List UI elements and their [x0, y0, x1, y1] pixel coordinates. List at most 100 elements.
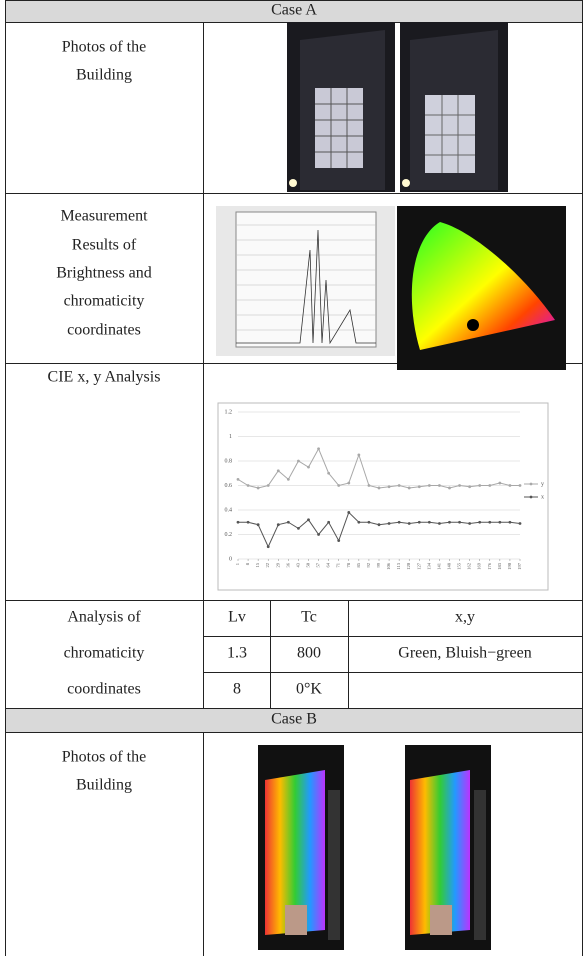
point: [247, 521, 250, 524]
point: [408, 522, 411, 525]
x-tick-label: 176: [487, 562, 492, 570]
x-tick-label: 64: [326, 562, 331, 567]
column-header: Lv: [228, 609, 246, 626]
point: [509, 484, 512, 487]
row-label: Measurement: [60, 208, 148, 225]
x-tick-label: 148: [447, 562, 452, 570]
row-label: coordinates: [67, 681, 141, 698]
point: [368, 521, 371, 524]
x-tick-label: 183: [497, 562, 502, 570]
point: [297, 460, 300, 463]
y-tick-label: 1: [229, 434, 232, 440]
y-tick-label: 0.8: [225, 458, 233, 464]
row-label: chromaticity: [64, 293, 145, 310]
point: [509, 521, 512, 524]
column-header: x,y: [455, 609, 475, 626]
point: [498, 521, 501, 524]
row-label: Brightness and: [56, 265, 152, 282]
point: [347, 482, 350, 485]
building-photo: [400, 22, 508, 192]
x-tick-label: 29: [275, 562, 280, 567]
point: [247, 484, 250, 487]
x-tick-label: 15: [255, 562, 260, 567]
building-photo: [258, 745, 344, 950]
x-tick-label: 78: [346, 562, 351, 567]
x-tick-label: 113: [396, 562, 401, 569]
legend-label: x: [541, 494, 544, 500]
point: [357, 453, 360, 456]
chromaticity-diagram: [397, 206, 566, 370]
x-tick-label: 120: [406, 562, 411, 570]
point: [398, 521, 401, 524]
y-tick-label: 0: [229, 556, 232, 562]
row-label: Photos of the: [62, 39, 146, 56]
point: [478, 521, 481, 524]
row-label: Analysis of: [67, 609, 141, 626]
point: [378, 523, 381, 526]
cell: 8: [233, 681, 241, 698]
x-tick-label: 162: [467, 563, 472, 570]
point: [428, 521, 431, 524]
case-title: Case B: [271, 711, 317, 728]
x-tick-label: 22: [265, 563, 270, 568]
point: [237, 521, 240, 524]
point: [257, 487, 260, 490]
x-tick-label: 92: [366, 563, 371, 568]
x-tick-label: 50: [306, 562, 311, 567]
row-label: chromaticity: [64, 645, 145, 662]
point: [267, 484, 270, 487]
point: [257, 523, 260, 526]
row-label: Results of: [72, 237, 137, 254]
x-tick-label: 85: [356, 562, 361, 567]
point: [327, 521, 330, 524]
x-tick-label: 106: [386, 562, 391, 570]
y-tick-label: 1.2: [225, 409, 233, 415]
point: [307, 466, 310, 469]
point: [448, 521, 451, 524]
point: [388, 522, 391, 525]
row-label: Photos of the: [62, 749, 146, 766]
point: [307, 518, 310, 521]
row-label: Building: [76, 67, 132, 84]
measurement-graph: [216, 206, 395, 356]
point: [317, 447, 320, 450]
cell: 800: [297, 645, 321, 662]
point: [287, 521, 290, 524]
point: [438, 522, 441, 525]
x-tick-label: 99: [376, 562, 381, 567]
point: [277, 469, 280, 472]
point: [398, 484, 401, 487]
cell: 1.3: [227, 645, 247, 662]
legend-swatch: [530, 496, 533, 499]
row-label: CIE x, y Analysis: [48, 369, 161, 386]
point: [287, 478, 290, 481]
legend-swatch: [530, 483, 533, 486]
column-header: Tc: [301, 609, 317, 626]
legend-label: y: [541, 481, 544, 487]
point: [408, 487, 411, 490]
x-tick-label: 1: [235, 563, 240, 565]
x-tick-label: 197: [517, 562, 522, 570]
point: [378, 487, 381, 490]
point: [327, 472, 330, 475]
y-tick-label: 0.4: [225, 507, 233, 513]
point: [488, 521, 491, 524]
x-tick-label: 155: [457, 562, 462, 570]
point: [237, 478, 240, 481]
point: [317, 533, 320, 536]
case-title: Case A: [271, 2, 317, 19]
point: [388, 485, 391, 488]
point: [468, 485, 471, 488]
point: [448, 487, 451, 490]
point: [519, 484, 522, 487]
building-photo: [405, 745, 491, 950]
row-label: coordinates: [67, 322, 141, 339]
point: [267, 545, 270, 548]
point: [498, 482, 501, 485]
point: [458, 484, 461, 487]
point: [418, 521, 421, 524]
x-tick-label: 43: [295, 562, 300, 567]
x-tick-label: 134: [426, 562, 431, 570]
point: [428, 484, 431, 487]
y-tick-label: 0.6: [225, 483, 233, 489]
